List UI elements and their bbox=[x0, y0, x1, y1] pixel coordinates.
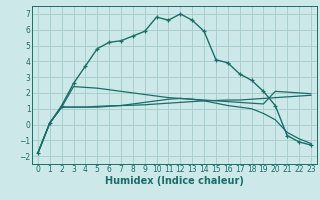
X-axis label: Humidex (Indice chaleur): Humidex (Indice chaleur) bbox=[105, 176, 244, 186]
